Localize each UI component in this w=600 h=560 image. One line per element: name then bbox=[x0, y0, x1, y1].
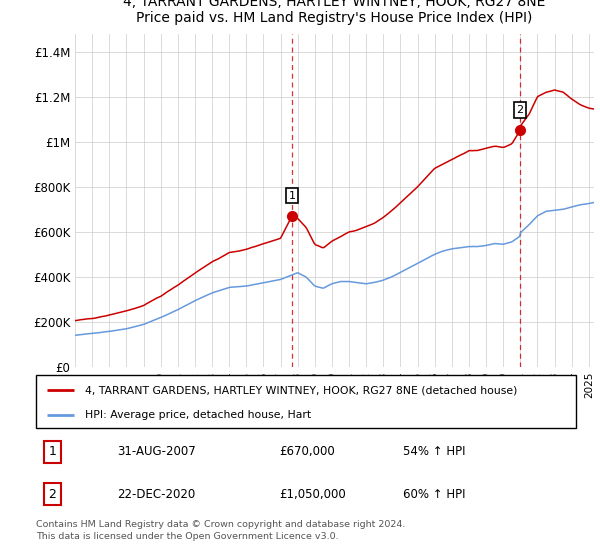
Text: £670,000: £670,000 bbox=[279, 445, 335, 459]
Text: 54% ↑ HPI: 54% ↑ HPI bbox=[403, 445, 466, 459]
Text: HPI: Average price, detached house, Hart: HPI: Average price, detached house, Hart bbox=[85, 410, 311, 420]
Text: 1: 1 bbox=[289, 191, 296, 200]
Text: 4, TARRANT GARDENS, HARTLEY WINTNEY, HOOK, RG27 8NE (detached house): 4, TARRANT GARDENS, HARTLEY WINTNEY, HOO… bbox=[85, 385, 517, 395]
FancyBboxPatch shape bbox=[36, 375, 576, 428]
Text: 31-AUG-2007: 31-AUG-2007 bbox=[117, 445, 196, 459]
Text: £1,050,000: £1,050,000 bbox=[279, 488, 346, 501]
Text: 22-DEC-2020: 22-DEC-2020 bbox=[117, 488, 195, 501]
Text: Contains HM Land Registry data © Crown copyright and database right 2024.
This d: Contains HM Land Registry data © Crown c… bbox=[36, 520, 406, 542]
Text: 2: 2 bbox=[517, 105, 524, 115]
Title: 4, TARRANT GARDENS, HARTLEY WINTNEY, HOOK, RG27 8NE
Price paid vs. HM Land Regis: 4, TARRANT GARDENS, HARTLEY WINTNEY, HOO… bbox=[124, 0, 545, 26]
Text: 2: 2 bbox=[48, 488, 56, 501]
Text: 1: 1 bbox=[48, 445, 56, 459]
Text: 60% ↑ HPI: 60% ↑ HPI bbox=[403, 488, 466, 501]
